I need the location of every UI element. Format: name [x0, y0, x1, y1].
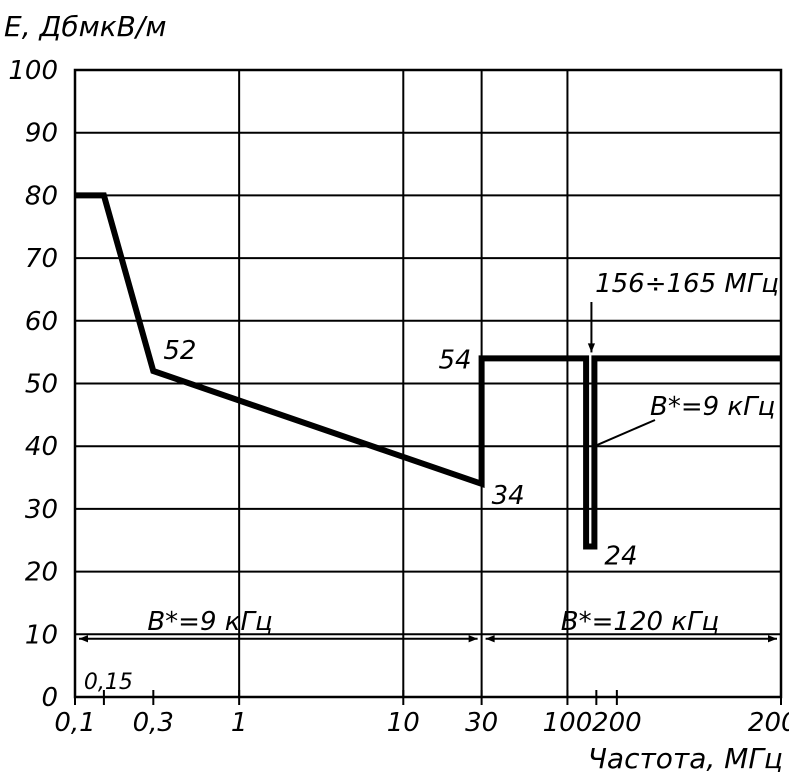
- x-tick-label: 100: [543, 708, 593, 738]
- y-tick-label: 40: [25, 432, 58, 462]
- x-tick-label: 0,15: [84, 670, 133, 695]
- y-tick-label: 20: [25, 558, 58, 588]
- bandwidth-bands: B*=9 кГц B*=120 кГц: [79, 607, 777, 643]
- point-label: 54: [439, 345, 472, 375]
- x-tick-label: 30: [465, 708, 498, 738]
- y-tick-label: 90: [25, 119, 58, 149]
- limit-line: [75, 192, 781, 550]
- y-tick-label: 10: [25, 620, 58, 650]
- y-tick-label: 30: [25, 495, 58, 525]
- band-label: B*=120 кГц: [561, 607, 719, 637]
- point-label: 34: [492, 481, 525, 511]
- band-label: B*=9 кГц: [147, 607, 272, 637]
- bandwidth-annotation: B*=9 кГц: [650, 392, 775, 422]
- point-labels: 52 54 34 24: [163, 336, 637, 572]
- point-label: 24: [604, 542, 637, 572]
- x-tick-label: 0,1: [54, 708, 95, 738]
- tick-labels: 0 10 20 30 40 50 60 70 80 90 100 0,1 0,150,3 1 10 30 100…: [8, 56, 789, 738]
- point-label: 52: [163, 336, 196, 366]
- x-tick-label: 0,3: [133, 708, 174, 738]
- x-tick-label: 2000: [748, 708, 789, 738]
- x-tick-label: 10: [387, 708, 420, 738]
- y-tick-label: 80: [25, 181, 58, 211]
- y-tick-label: 70: [25, 244, 58, 274]
- y-axis-title: E, ДбмкВ/м: [4, 10, 166, 43]
- plot-frame: [73, 68, 783, 699]
- x-tick-label: 1: [231, 708, 248, 738]
- y-tick-label: 100: [8, 56, 58, 86]
- frequency-annotation: 156÷165 МГц: [595, 269, 779, 299]
- annotation-leader: [594, 419, 656, 448]
- x-tick-label: 200: [592, 708, 642, 738]
- y-tick-label: 50: [25, 370, 58, 400]
- series: [75, 192, 781, 550]
- x-axis-title: Частота, МГц: [588, 742, 783, 775]
- annotations: 156÷165 МГц B*=9 кГц: [587, 269, 779, 448]
- y-tick-label: 0: [41, 683, 58, 713]
- y-tick-label: 60: [25, 307, 58, 337]
